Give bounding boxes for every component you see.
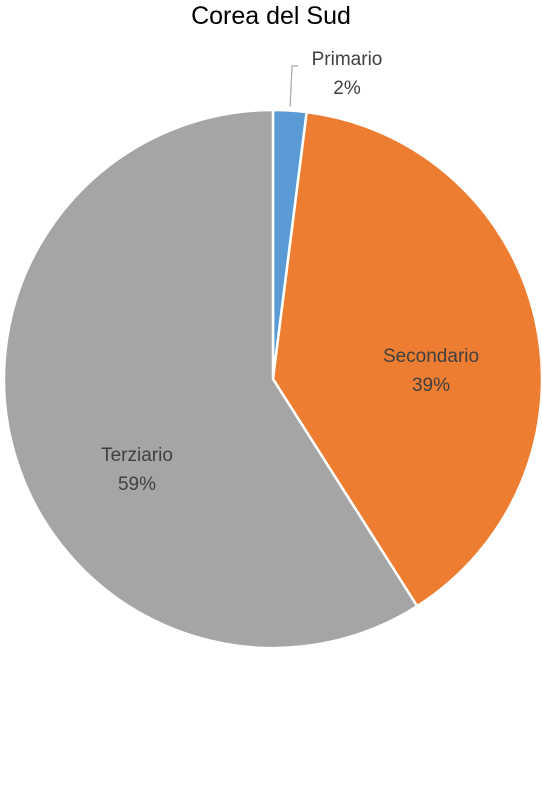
data-label-name-primario: Primario bbox=[312, 49, 383, 70]
leader-lines bbox=[289, 65, 298, 107]
pie-slice-terziario bbox=[2, 108, 419, 650]
data-label-name-secondario: Secondario bbox=[383, 346, 479, 367]
data-labels: Primario 2% Secondario 39% Terziario 59% bbox=[101, 49, 479, 495]
chart-title: Corea del Sud bbox=[191, 2, 351, 30]
data-label-value-primario: 2% bbox=[333, 78, 361, 99]
data-label-value-terziario: 59% bbox=[118, 474, 156, 495]
data-label-value-secondario: 39% bbox=[412, 375, 450, 396]
pie-slice-secondario bbox=[271, 110, 542, 608]
pie-slices bbox=[2, 108, 542, 650]
data-label-name-terziario: Terziario bbox=[101, 445, 173, 466]
leader-line-primario bbox=[289, 65, 298, 107]
